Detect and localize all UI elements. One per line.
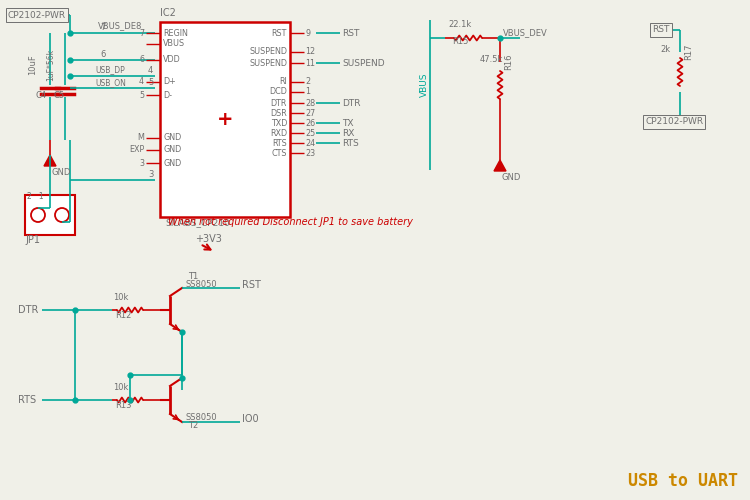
Text: CTS: CTS xyxy=(272,148,287,158)
Text: 7: 7 xyxy=(139,28,144,38)
Text: T1: T1 xyxy=(188,272,198,281)
Text: 2k: 2k xyxy=(660,45,670,54)
Text: 1uF*56k: 1uF*56k xyxy=(46,49,55,81)
Text: RTS: RTS xyxy=(342,138,358,147)
Text: SUSPEND: SUSPEND xyxy=(249,58,287,68)
Text: VBUS_DE8: VBUS_DE8 xyxy=(98,21,142,30)
Text: +: + xyxy=(217,110,233,129)
Text: SS8050: SS8050 xyxy=(186,413,218,422)
Text: 9: 9 xyxy=(305,28,310,38)
Text: EXP: EXP xyxy=(129,146,144,154)
Polygon shape xyxy=(44,155,56,166)
Text: VBUS: VBUS xyxy=(420,72,429,97)
Text: GND: GND xyxy=(163,158,182,168)
Text: M: M xyxy=(137,134,144,142)
Text: VBUS_DEV: VBUS_DEV xyxy=(503,28,548,37)
Text: RST: RST xyxy=(652,26,669,35)
Text: When not required Disconnect JP1 to save battery: When not required Disconnect JP1 to save… xyxy=(168,217,413,227)
Text: 6: 6 xyxy=(100,50,105,59)
Text: USB to UART: USB to UART xyxy=(628,472,738,490)
Text: R16: R16 xyxy=(504,54,513,70)
Text: 3: 3 xyxy=(148,170,153,179)
Text: 5: 5 xyxy=(139,90,144,100)
Text: DSR: DSR xyxy=(270,108,287,118)
Text: 11: 11 xyxy=(305,58,315,68)
Text: RXD: RXD xyxy=(270,128,287,138)
FancyBboxPatch shape xyxy=(25,195,75,235)
Text: R13: R13 xyxy=(115,401,131,410)
Text: GND: GND xyxy=(52,168,71,177)
Text: TXD: TXD xyxy=(271,118,287,128)
Text: VDD: VDD xyxy=(163,56,181,64)
Text: IO0: IO0 xyxy=(242,414,259,424)
Text: RST: RST xyxy=(272,28,287,38)
Text: 27: 27 xyxy=(305,108,315,118)
Text: 2   1: 2 1 xyxy=(27,192,44,201)
Text: 2: 2 xyxy=(305,78,310,86)
Text: RX: RX xyxy=(342,128,354,138)
Text: +3V3: +3V3 xyxy=(195,234,222,244)
Text: RST: RST xyxy=(342,28,359,38)
Text: 28: 28 xyxy=(305,98,315,108)
Text: 4: 4 xyxy=(139,78,144,86)
Text: D+: D+ xyxy=(163,78,176,86)
Text: SS8050: SS8050 xyxy=(186,280,218,289)
Text: RI: RI xyxy=(279,78,287,86)
Text: 10uF: 10uF xyxy=(28,54,37,76)
Text: DTR: DTR xyxy=(18,305,38,315)
Text: 4: 4 xyxy=(148,66,153,75)
Text: VBUS: VBUS xyxy=(163,40,185,48)
Text: C4: C4 xyxy=(36,91,47,100)
Text: REGIN: REGIN xyxy=(163,28,188,38)
Text: USB_DP: USB_DP xyxy=(95,65,124,74)
Text: 3: 3 xyxy=(139,158,144,168)
Text: RTS: RTS xyxy=(272,138,287,147)
Text: DCD: DCD xyxy=(269,88,287,96)
Text: RTS: RTS xyxy=(18,395,36,405)
Text: 7: 7 xyxy=(100,23,105,32)
Text: SUSPEND: SUSPEND xyxy=(342,58,385,68)
Text: GND: GND xyxy=(163,134,182,142)
Text: R15: R15 xyxy=(452,37,468,46)
Text: IC2: IC2 xyxy=(160,8,176,18)
Text: 10k: 10k xyxy=(113,293,128,302)
Text: 5: 5 xyxy=(148,78,153,87)
Text: C5: C5 xyxy=(54,91,65,100)
Text: 23: 23 xyxy=(305,148,315,158)
Text: TX: TX xyxy=(342,118,353,128)
Text: CP2102-PWR: CP2102-PWR xyxy=(8,10,66,20)
FancyBboxPatch shape xyxy=(160,22,290,217)
Text: RST: RST xyxy=(242,280,261,290)
Text: 25: 25 xyxy=(305,128,315,138)
Text: SUSPEND: SUSPEND xyxy=(249,48,287,56)
Text: CP2102-PWR: CP2102-PWR xyxy=(645,118,704,126)
Text: 10k: 10k xyxy=(113,383,128,392)
Text: 22.1k: 22.1k xyxy=(448,20,471,29)
Text: 6: 6 xyxy=(139,56,144,64)
Text: 24: 24 xyxy=(305,138,315,147)
Text: R17: R17 xyxy=(684,44,693,60)
Text: GND: GND xyxy=(502,173,521,182)
Polygon shape xyxy=(494,160,506,171)
Text: DTR: DTR xyxy=(271,98,287,108)
Text: 26: 26 xyxy=(305,118,315,128)
Text: JP1: JP1 xyxy=(25,235,40,245)
Text: R12: R12 xyxy=(115,311,131,320)
Text: 47.5k: 47.5k xyxy=(480,55,503,64)
Text: USB_ON: USB_ON xyxy=(95,78,126,87)
Text: DTR: DTR xyxy=(342,98,361,108)
Text: SILABS_CP210: SILABS_CP210 xyxy=(165,218,230,227)
Text: 1: 1 xyxy=(305,88,310,96)
Text: T2: T2 xyxy=(188,421,198,430)
Text: GND: GND xyxy=(163,146,182,154)
Text: 12: 12 xyxy=(305,48,315,56)
Text: D-: D- xyxy=(163,90,172,100)
